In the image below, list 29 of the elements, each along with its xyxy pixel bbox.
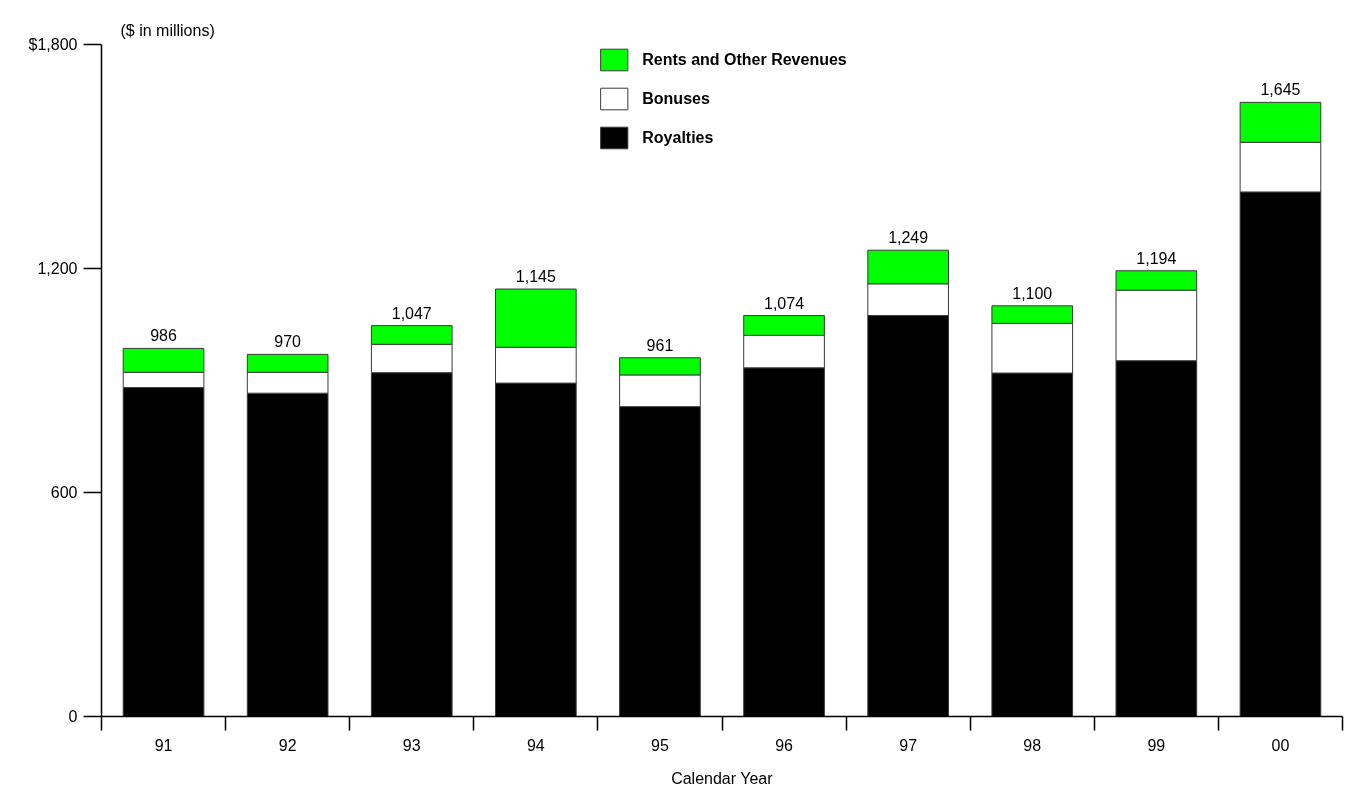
total-label: 1,047 (391, 304, 432, 322)
x-tick-label: 96 (775, 736, 794, 754)
total-label: 1,194 (1136, 249, 1177, 267)
x-tick-label: 99 (1147, 736, 1166, 754)
x-axis-title: Calendar Year (671, 769, 774, 787)
total-label: 1,100 (1012, 284, 1053, 302)
x-tick-label: 94 (526, 736, 545, 754)
y-tick-label: 0 (68, 708, 78, 725)
x-tick-label: 95 (651, 736, 669, 754)
total-label: 1,249 (888, 229, 929, 247)
y-tick-label: $1,800 (28, 36, 78, 53)
x-tick-label: 92 (278, 736, 297, 754)
total-label: 986 (150, 327, 177, 345)
total-label: 1,074 (764, 294, 805, 312)
x-tick-label: 00 (1271, 736, 1290, 754)
legend-label: Rents and Other Revenues (642, 50, 847, 69)
y-tick-label: 600 (50, 484, 78, 501)
total-label: 961 (646, 336, 674, 354)
legend-label: Royalties (642, 128, 714, 147)
y-axis-title: ($ in millions) (120, 21, 215, 39)
x-tick-label: 98 (1023, 736, 1042, 754)
x-tick-label: 93 (402, 736, 421, 754)
total-label: 1,145 (515, 268, 556, 286)
y-tick-label: 1,200 (37, 260, 78, 277)
legend-label: Bonuses (642, 89, 710, 108)
total-label: 1,645 (1260, 81, 1301, 99)
x-tick-label: 97 (899, 736, 918, 754)
x-tick-label: 91 (154, 736, 173, 754)
total-label: 970 (274, 333, 302, 351)
